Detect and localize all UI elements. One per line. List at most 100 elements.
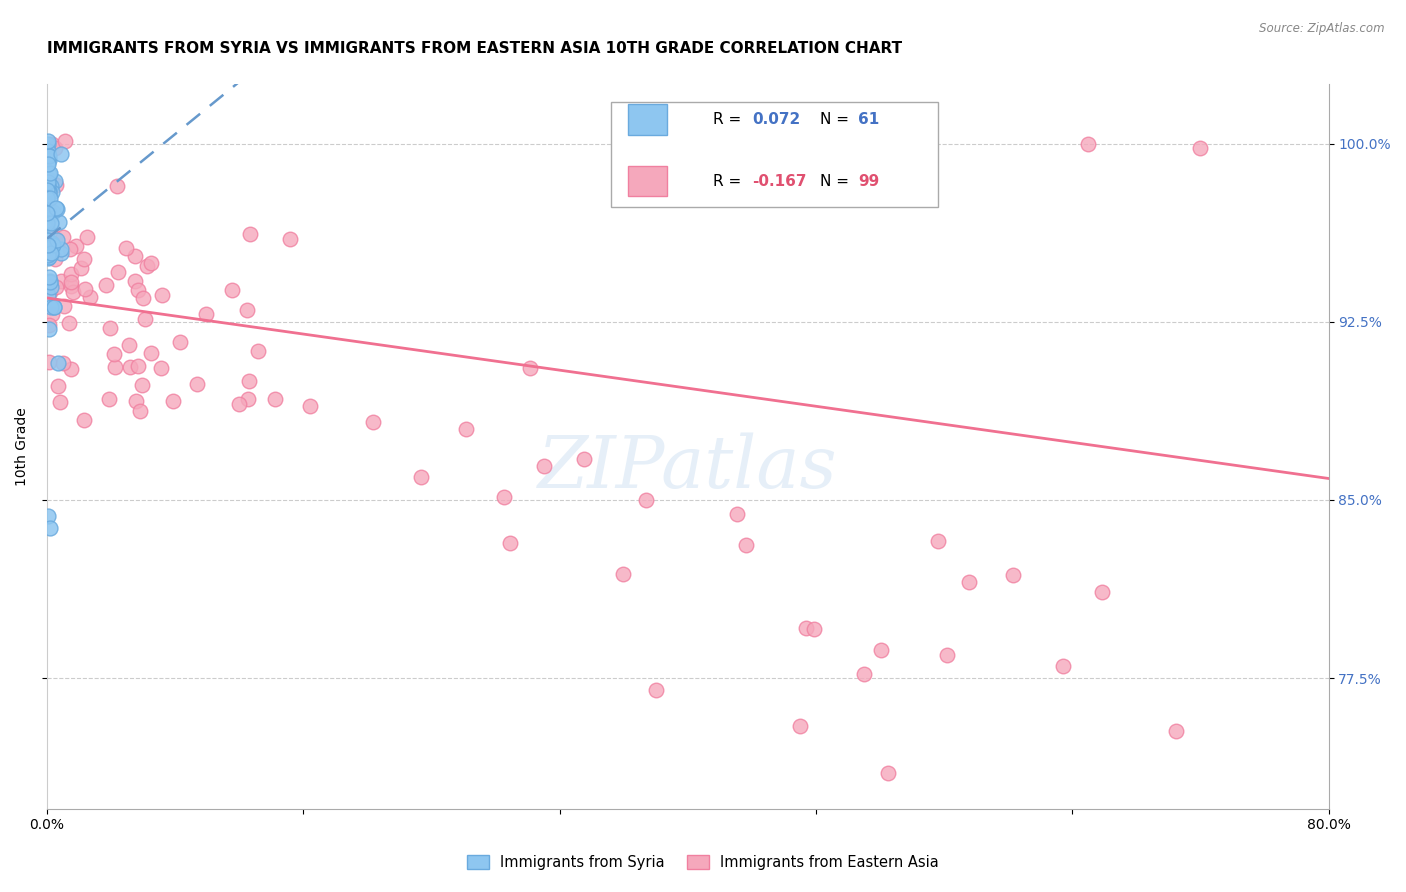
Point	[139, 256, 162, 270]
Text: 99: 99	[858, 174, 880, 189]
Point	[39, 285, 62, 299]
Point	[38, 354, 60, 368]
Point	[98, 321, 121, 335]
Point	[37, 222, 59, 236]
Point	[39, 246, 62, 260]
Point	[236, 392, 259, 406]
Point	[59, 267, 82, 281]
Legend: Immigrants from Syria, Immigrants from Eastern Asia: Immigrants from Syria, Immigrants from E…	[461, 849, 945, 876]
Point	[37, 171, 59, 186]
Point	[135, 260, 157, 274]
Point	[41, 235, 63, 250]
Point	[45, 178, 67, 192]
Point	[38, 318, 60, 333]
FancyBboxPatch shape	[627, 166, 666, 196]
Point	[169, 335, 191, 350]
Point	[803, 622, 825, 636]
Point	[39, 300, 62, 314]
Point	[49, 246, 72, 260]
Point	[118, 360, 141, 375]
Point	[42, 238, 65, 252]
Point	[37, 175, 59, 189]
Point	[37, 191, 59, 205]
Point	[37, 134, 59, 148]
Point	[492, 491, 515, 505]
Point	[37, 144, 59, 158]
Point	[124, 274, 146, 288]
Point	[1052, 659, 1074, 673]
Point	[127, 359, 149, 373]
Point	[132, 291, 155, 305]
Point	[42, 205, 65, 219]
Point	[38, 153, 60, 168]
Point	[1164, 723, 1187, 738]
Point	[37, 178, 59, 192]
Point	[38, 269, 60, 284]
Point	[107, 265, 129, 279]
Point	[46, 233, 69, 247]
Point	[45, 202, 67, 216]
Point	[38, 149, 60, 163]
Point	[221, 283, 243, 297]
FancyBboxPatch shape	[627, 104, 666, 135]
Point	[38, 166, 60, 180]
Point	[150, 360, 173, 375]
Text: R =: R =	[713, 112, 747, 128]
Point	[39, 192, 62, 206]
Point	[876, 766, 898, 780]
Point	[38, 186, 60, 201]
Point	[131, 378, 153, 392]
Point	[124, 393, 146, 408]
Point	[46, 378, 69, 392]
Point	[38, 184, 60, 198]
Point	[37, 206, 59, 220]
Point	[60, 279, 83, 293]
Point	[1002, 568, 1025, 582]
Point	[936, 648, 959, 663]
Text: Source: ZipAtlas.com: Source: ZipAtlas.com	[1260, 22, 1385, 36]
Point	[129, 404, 152, 418]
Text: N =: N =	[820, 174, 853, 189]
Text: -0.167: -0.167	[752, 174, 807, 189]
Point	[41, 216, 63, 230]
Y-axis label: 10th Grade: 10th Grade	[15, 407, 30, 486]
Point	[39, 521, 62, 535]
Point	[38, 322, 60, 336]
Point	[725, 508, 748, 522]
Point	[48, 215, 70, 229]
FancyBboxPatch shape	[612, 103, 938, 207]
Point	[42, 301, 65, 315]
Point	[44, 174, 66, 188]
Point	[37, 136, 59, 151]
Point	[957, 574, 980, 589]
Point	[38, 167, 60, 181]
Point	[104, 359, 127, 374]
Point	[194, 308, 217, 322]
Text: N =: N =	[820, 112, 853, 128]
Point	[794, 621, 817, 635]
Point	[44, 252, 66, 266]
Point	[49, 394, 72, 409]
Point	[53, 134, 76, 148]
Point	[127, 283, 149, 297]
Point	[264, 392, 287, 406]
Point	[37, 213, 59, 227]
Text: 61: 61	[858, 112, 880, 128]
Point	[278, 232, 301, 246]
Text: ZIPatlas: ZIPatlas	[538, 433, 838, 503]
Point	[37, 216, 59, 230]
Point	[70, 261, 93, 276]
Point	[499, 535, 522, 549]
Text: IMMIGRANTS FROM SYRIA VS IMMIGRANTS FROM EASTERN ASIA 10TH GRADE CORRELATION CHA: IMMIGRANTS FROM SYRIA VS IMMIGRANTS FROM…	[46, 41, 903, 56]
Point	[59, 243, 82, 257]
Point	[44, 230, 66, 244]
Point	[37, 238, 59, 252]
Point	[39, 275, 62, 289]
Point	[1091, 584, 1114, 599]
Point	[735, 538, 758, 552]
Point	[246, 344, 269, 359]
Point	[644, 682, 666, 697]
Point	[238, 374, 260, 388]
Point	[37, 248, 59, 262]
Point	[118, 337, 141, 351]
